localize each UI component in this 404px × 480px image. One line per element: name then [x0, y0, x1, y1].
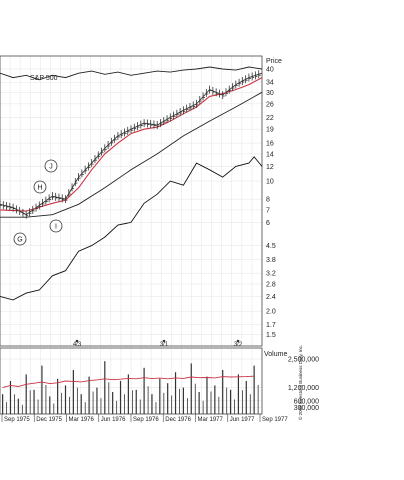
pattern-marker-label: I [55, 224, 57, 231]
price-tick-label: 7 [266, 207, 270, 214]
price-tick-label: 8 [266, 197, 270, 204]
pattern-marker-label: J [49, 164, 53, 171]
volume-tick-label: 1,200,000 [288, 385, 319, 392]
price-tick-label: 2.4 [266, 294, 276, 301]
x-axis-label: Sep 1975 [4, 417, 30, 423]
price-tick-labels: 1.5 1.7 2.0 2.4 2.8 3.2 3.8 4.5 6 7 8 10 12 14 16 19 22 2… [266, 67, 276, 339]
volume-tick-label: 300,000 [294, 405, 319, 412]
volume-moving-average [2, 375, 255, 389]
series-layer [0, 66, 263, 301]
x-axis-label: Dec 1975 [36, 417, 62, 423]
pattern-marker-circle [33, 180, 47, 194]
price-tick-label: 3.2 [266, 271, 276, 278]
price-tick-label: 4.5 [266, 243, 276, 250]
series-line-sp500 [0, 66, 263, 81]
volume-tick-label: 2,500,000 [288, 357, 319, 364]
price-tick-label: 40 [266, 67, 274, 74]
x-axis-label: Jun 1976 [101, 417, 126, 423]
pattern-markers: G H I J [13, 159, 63, 246]
series-line-ma_long [0, 91, 263, 218]
split-marker-dot [236, 339, 240, 343]
split-marker-label: 3/1 [160, 342, 169, 348]
split-markers: 4/3 3/1 3/2 [73, 339, 243, 348]
x-axis-label: Sep 1977 [262, 417, 288, 423]
split-marker-dot [162, 339, 166, 343]
price-tick-label: 26 [266, 101, 274, 108]
split-marker-dot [75, 339, 79, 343]
price-panel-frame [0, 55, 263, 347]
x-axis-label: Mar 1977 [198, 417, 224, 423]
price-tick-label: 6 [266, 220, 270, 227]
x-axis-labels: Sep 1975 Dec 1975 Mar 1976 Jun 1976 Sep 1976… [1, 414, 288, 423]
price-tick-label: 34 [266, 80, 274, 87]
pattern-marker-circle [13, 232, 27, 246]
pattern-marker-circle [44, 159, 58, 173]
split-marker-label: 4/3 [73, 342, 82, 348]
price-tick-label: 12 [266, 164, 274, 171]
price-grid [0, 56, 262, 346]
price-tick-label: 1.5 [266, 332, 276, 339]
x-axis-label: Jun 1977 [230, 417, 255, 423]
price-tick-label: 30 [266, 90, 274, 97]
price-tick-label: 16 [266, 141, 274, 148]
price-tick-label: 10 [266, 179, 274, 186]
price-tick-label: 19 [266, 127, 274, 134]
pattern-marker-label: H [37, 185, 42, 192]
price-tick-label: 22 [266, 115, 274, 122]
price-tick-label: 3.8 [266, 257, 276, 264]
x-axis-label: Mar 1976 [69, 417, 95, 423]
x-axis-label: Dec 1976 [165, 417, 191, 423]
price-tick-label: 2.0 [266, 309, 276, 316]
volume-axis-title: Volume [264, 351, 287, 358]
price-tick-label: 2.8 [266, 281, 276, 288]
price-axis-title: Price [266, 58, 282, 65]
series-line-relative_strength [0, 156, 263, 301]
x-axis-label: Sep 1976 [133, 417, 159, 423]
price-tick-label: 1.7 [266, 322, 276, 329]
copyright-text: © 2008 Investor's Business Daily, Inc. [297, 345, 303, 420]
split-marker-label: 3/2 [234, 342, 243, 348]
pattern-marker-circle [49, 219, 63, 233]
volume-tick-label: 600,000 [294, 398, 319, 405]
pattern-marker-label: G [17, 237, 22, 244]
price-tick-label: 14 [266, 151, 274, 158]
volume-layer [2, 361, 259, 414]
